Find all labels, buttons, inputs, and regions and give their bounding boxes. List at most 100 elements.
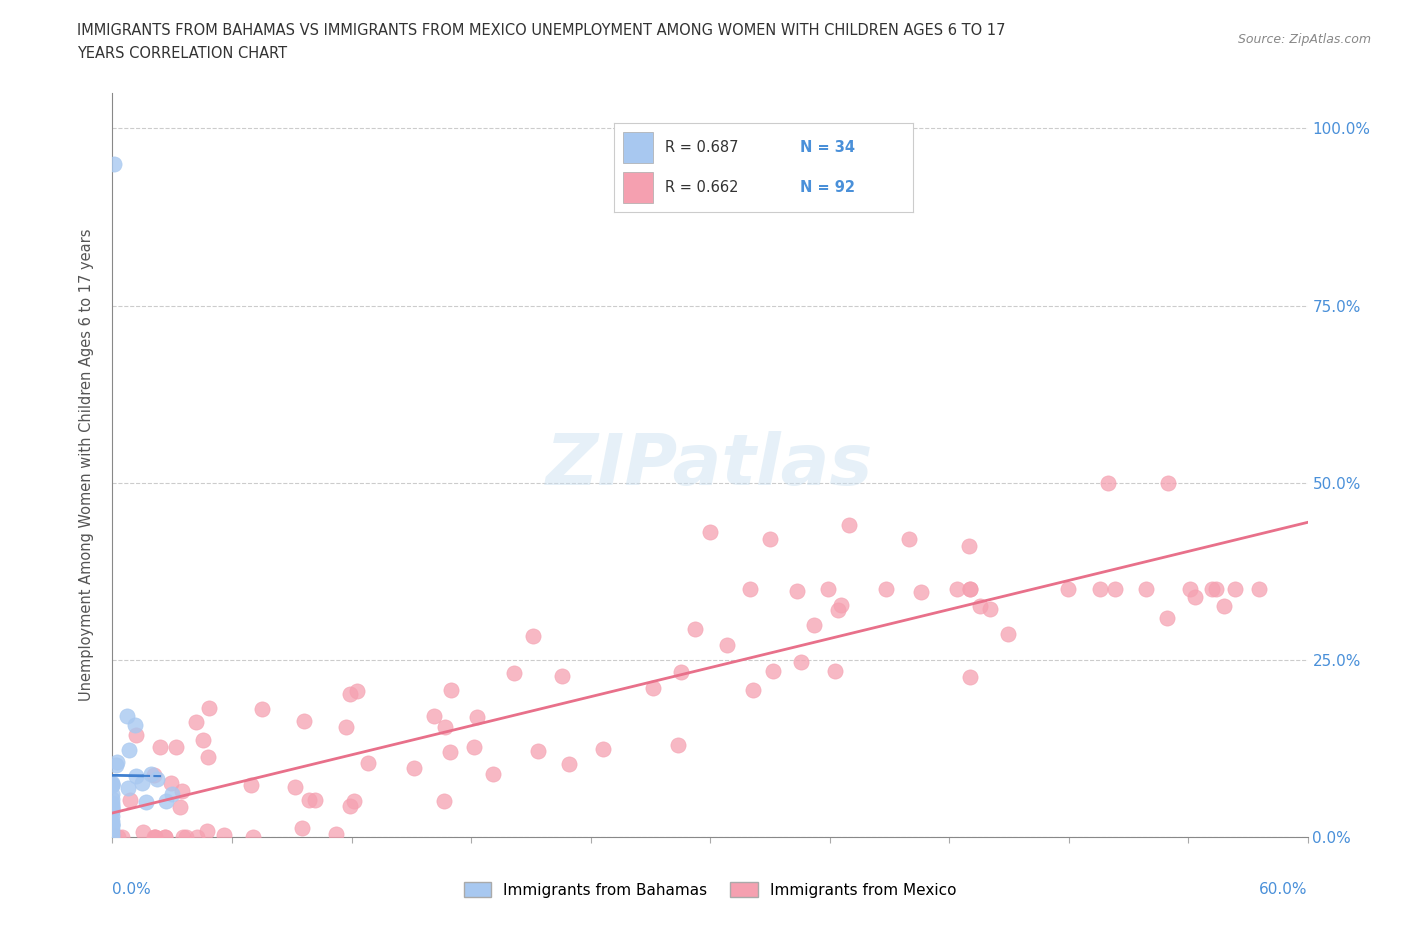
Text: IMMIGRANTS FROM BAHAMAS VS IMMIGRANTS FROM MEXICO UNEMPLOYMENT AMONG WOMEN WITH : IMMIGRANTS FROM BAHAMAS VS IMMIGRANTS FR…: [77, 23, 1005, 38]
Point: [291, 820, 314, 835]
Point: [440, 683, 463, 698]
Point: [191, 733, 214, 748]
Point: [357, 755, 380, 770]
Point: [131, 776, 153, 790]
Point: [115, 709, 138, 724]
Point: [803, 618, 825, 632]
Point: [101, 817, 124, 832]
Point: [101, 778, 124, 793]
Point: [101, 813, 124, 828]
Point: [148, 739, 170, 754]
Point: [1104, 581, 1126, 596]
Point: [551, 669, 574, 684]
Y-axis label: Unemployment Among Women with Children Ages 6 to 17 years: Unemployment Among Women with Children A…: [79, 229, 94, 701]
Legend: Immigrants from Bahamas, Immigrants from Mexico: Immigrants from Bahamas, Immigrants from…: [457, 875, 963, 904]
Point: [759, 532, 782, 547]
Point: [671, 665, 693, 680]
Point: [898, 532, 921, 547]
Point: [284, 780, 307, 795]
Text: 0.0%: 0.0%: [112, 882, 152, 897]
Point: [101, 822, 124, 837]
Point: [142, 768, 165, 783]
Point: [1135, 581, 1157, 596]
Point: [132, 825, 155, 840]
Point: [170, 784, 193, 799]
Point: [101, 777, 124, 791]
Point: [1201, 581, 1223, 596]
Point: [117, 780, 139, 795]
Point: [118, 742, 141, 757]
Point: [162, 787, 184, 802]
Point: [120, 792, 142, 807]
Point: [111, 830, 134, 844]
Point: [433, 720, 456, 735]
Point: [838, 518, 860, 533]
Point: [522, 629, 544, 644]
Point: [685, 622, 707, 637]
Point: [143, 830, 166, 844]
Point: [1212, 599, 1234, 614]
Point: [402, 761, 425, 776]
Point: [101, 778, 124, 793]
Point: [1184, 590, 1206, 604]
Point: [101, 826, 124, 841]
Point: [1097, 475, 1119, 490]
Point: [875, 581, 897, 596]
Point: [762, 664, 785, 679]
Point: [339, 686, 361, 701]
Point: [432, 793, 454, 808]
Point: [339, 799, 361, 814]
Point: [343, 793, 366, 808]
Point: [666, 737, 689, 752]
Point: [827, 603, 849, 618]
Point: [335, 720, 357, 735]
Point: [153, 830, 176, 844]
Point: [699, 525, 721, 539]
Point: [101, 828, 124, 843]
Point: [174, 830, 197, 844]
Point: [197, 701, 219, 716]
Point: [979, 602, 1001, 617]
Point: [125, 769, 148, 784]
Point: [1088, 581, 1111, 596]
Point: [135, 795, 157, 810]
Point: [101, 808, 124, 823]
Point: [101, 818, 124, 833]
Point: [169, 800, 191, 815]
Point: [101, 802, 124, 817]
Point: [298, 793, 321, 808]
Point: [195, 824, 218, 839]
Point: [172, 830, 194, 844]
Point: [945, 581, 967, 596]
Point: [160, 776, 183, 790]
Point: [292, 713, 315, 728]
Point: [643, 680, 665, 695]
Text: Source: ZipAtlas.com: Source: ZipAtlas.com: [1237, 33, 1371, 46]
Point: [959, 581, 981, 596]
Point: [1157, 475, 1180, 490]
Point: [101, 804, 124, 818]
Point: [527, 744, 550, 759]
Point: [101, 828, 124, 843]
Point: [146, 771, 169, 786]
Point: [153, 830, 176, 844]
Point: [212, 828, 235, 843]
Point: [997, 627, 1019, 642]
Point: [959, 581, 981, 596]
Point: [155, 793, 177, 808]
Point: [738, 581, 761, 596]
Point: [716, 637, 738, 652]
Point: [101, 800, 124, 815]
Point: [325, 827, 347, 842]
Point: [124, 717, 146, 732]
Point: [592, 742, 614, 757]
Point: [969, 598, 991, 613]
Point: [346, 684, 368, 698]
Point: [125, 727, 148, 742]
Point: [101, 776, 124, 790]
Point: [141, 766, 163, 781]
Point: [481, 767, 503, 782]
Point: [957, 539, 980, 554]
Point: [242, 830, 264, 844]
Point: [105, 754, 128, 769]
